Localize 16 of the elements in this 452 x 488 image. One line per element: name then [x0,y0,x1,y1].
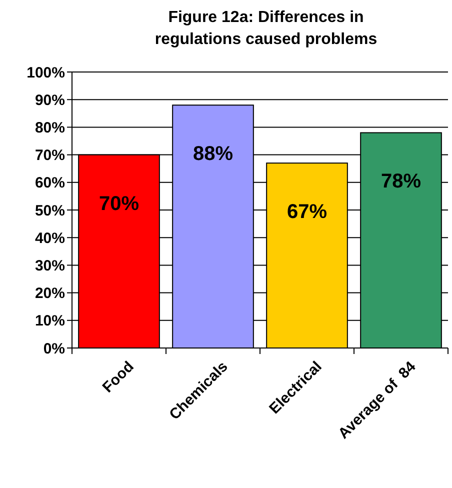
y-tick-label: 70% [34,147,65,164]
y-tick-label: 10% [34,312,65,330]
y-tick-label: 60% [34,174,65,192]
data-label: 67% [286,201,328,224]
y-tick-label: 90% [34,92,65,109]
data-label: 70% [98,192,140,215]
y-tick-label: 40% [34,230,65,247]
data-label: 78% [380,170,422,193]
y-tick-label: 30% [34,257,65,274]
y-tick-label: 20% [34,285,65,302]
y-tick-label: 100% [26,64,65,82]
y-tick-label: 0% [43,340,65,358]
y-tick-label: 50% [34,202,65,220]
y-tick-label: 80% [34,119,65,136]
chart-title: Figure 12a: Differences in regulations caused problems [154,9,378,48]
data-label: 88% [192,143,234,166]
